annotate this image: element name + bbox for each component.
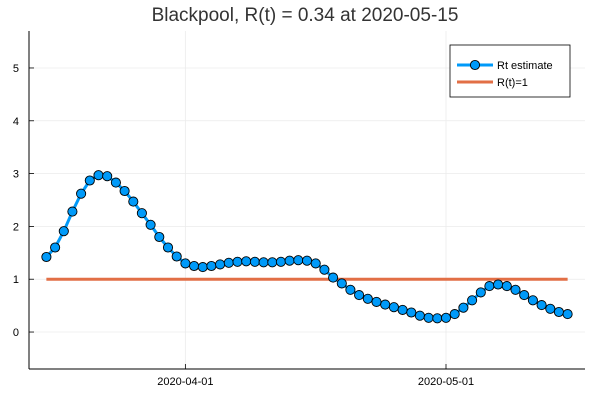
y-tick-label: 1 (13, 274, 19, 286)
rt-estimate-point (414, 310, 425, 321)
rt-estimate-point (328, 272, 339, 283)
rt-estimate-point (197, 262, 208, 273)
rt-estimate-point (249, 256, 260, 267)
rt-estimate-point (215, 259, 226, 270)
rt-estimate-point (154, 231, 165, 243)
rt-estimate-point (50, 242, 61, 253)
rt-estimate-point (345, 284, 356, 295)
rt-estimate-point (475, 287, 486, 298)
y-tick-label: 5 (13, 63, 19, 75)
rt-estimate-point (93, 170, 104, 181)
rt-estimate-point (284, 255, 295, 266)
rt-estimate-point (275, 256, 286, 267)
rt-estimate-point (301, 255, 313, 266)
legend-box (449, 44, 571, 98)
plot-area (41, 170, 573, 324)
rt-estimate-point (241, 256, 252, 267)
rt-estimate-point (527, 295, 538, 306)
rt-estimate-point (449, 309, 460, 320)
x-tick-label: 2020-04-01 (157, 376, 213, 388)
legend-label-rt-estimate: Rt estimate (497, 60, 553, 72)
rt-estimate-point (41, 251, 52, 263)
rt-estimate-point (336, 278, 347, 289)
rt-estimate-point (171, 251, 182, 262)
axes: 0 1 2 3 4 5 2020-04-01 2020-05-01 (13, 31, 585, 388)
legend-marker-rt-estimate (469, 59, 481, 71)
rt-estimate-point (119, 185, 130, 197)
rt-estimate-point (510, 284, 521, 295)
rt-estimate-point (84, 175, 95, 186)
rt-estimate-point (319, 264, 330, 275)
legend: Rt estimate R(t)=1 (449, 44, 571, 98)
rt-estimate-point (102, 171, 113, 182)
rt-estimate-point (258, 257, 269, 268)
rt-estimate-point (67, 206, 78, 217)
rt-estimate-point (189, 260, 200, 272)
rt-estimate-point (180, 258, 191, 269)
rt-estimate-point (162, 242, 174, 253)
rt-estimate-point (501, 281, 512, 292)
rt-estimate-point (136, 208, 147, 219)
rt-estimate-point (206, 260, 217, 272)
rt-estimate-point (493, 279, 504, 290)
chart-title: Blackpool, R(t) = 0.34 at 2020-05-15 (152, 5, 459, 26)
rt-estimate-point (467, 295, 478, 306)
rt-estimate-point (293, 255, 304, 266)
rt-estimate-point (58, 226, 69, 237)
rt-estimate-point (267, 257, 278, 268)
rt-estimate-point (354, 290, 365, 301)
rt-estimate-point (310, 258, 321, 269)
y-tick-label: 2 (13, 221, 19, 233)
rt-estimate-point (553, 306, 564, 318)
x-tick-label: 2020-05-01 (418, 376, 474, 388)
rt-estimate-point (423, 312, 434, 323)
rt-estimate-point (458, 302, 469, 313)
rt-estimate-point (223, 257, 234, 268)
rt-estimate-point (440, 312, 452, 323)
rt-estimate-point (76, 188, 87, 199)
rt-estimate-point (371, 296, 382, 307)
rt-estimate-point (145, 219, 156, 230)
rt-estimate-point (362, 293, 373, 304)
rt-estimate-point (406, 307, 417, 318)
rt-estimate-point (128, 196, 139, 207)
rt-estimate-point (397, 304, 408, 315)
rt-estimate-point (562, 309, 573, 320)
rt-estimate-point (484, 281, 495, 292)
y-tick-label: 4 (13, 116, 19, 128)
rt-estimate-point (110, 177, 121, 188)
rt-estimate-point (380, 299, 391, 310)
rt-estimate-point (519, 290, 530, 301)
legend-label-r-equals-one: R(t)=1 (497, 77, 528, 89)
rt-estimate-point (432, 313, 443, 324)
rt-estimate-point (545, 303, 556, 314)
rt-estimate-point (536, 300, 547, 311)
y-tick-label: 3 (13, 169, 19, 181)
rt-estimate-point (388, 302, 399, 313)
rt-estimate-point (232, 256, 243, 267)
y-tick-label: 0 (13, 327, 19, 339)
